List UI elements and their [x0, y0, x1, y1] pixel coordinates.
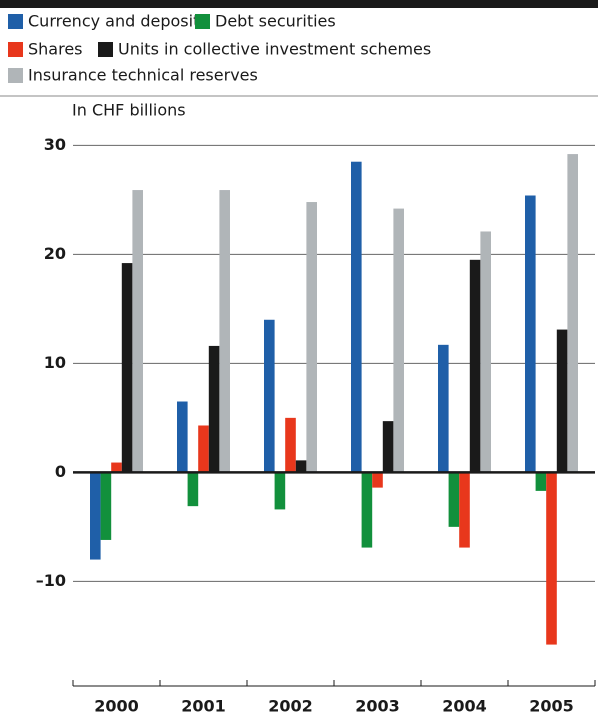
bar	[480, 231, 491, 473]
bar	[525, 195, 536, 473]
y-tick-label: 0	[55, 462, 66, 481]
bar	[111, 462, 122, 473]
bar	[264, 319, 275, 473]
bar	[208, 345, 220, 473]
bar	[306, 202, 317, 473]
x-tick-label: 2003	[355, 697, 400, 716]
legend-label: Currency and deposits	[28, 12, 208, 31]
bar	[121, 263, 133, 473]
bar	[295, 460, 307, 473]
bar	[372, 472, 383, 488]
axis-unit-label: In CHF billions	[72, 101, 186, 120]
bar	[285, 417, 296, 473]
bar	[459, 472, 470, 548]
x-tick-label: 2000	[94, 697, 139, 716]
bar	[567, 154, 578, 473]
y-tick-label: 30	[44, 135, 66, 154]
bar	[177, 401, 188, 473]
legend-swatch	[8, 14, 23, 29]
bar	[219, 190, 230, 473]
legend-label: Units in collective investment schemes	[118, 40, 431, 59]
bar	[393, 208, 404, 473]
y-tick-label: 20	[44, 244, 66, 263]
bar	[546, 472, 557, 645]
legend-label: Shares	[28, 40, 83, 59]
bar	[382, 421, 394, 473]
y-tick-label: 10	[44, 353, 66, 372]
bar	[535, 472, 547, 491]
x-tick-label: 2005	[529, 697, 574, 716]
bar	[448, 472, 460, 527]
top-bar	[0, 0, 598, 8]
legend-swatch	[8, 42, 23, 57]
bar	[198, 425, 209, 473]
legend-label: Debt securities	[215, 12, 336, 31]
bar	[274, 472, 286, 510]
legend-label: Insurance technical reserves	[28, 66, 258, 85]
bar	[556, 329, 568, 473]
bar	[187, 472, 199, 507]
legend-swatch	[8, 68, 23, 83]
legend-swatch	[98, 42, 113, 57]
x-tick-label: 2002	[268, 697, 313, 716]
x-tick-label: 2004	[442, 697, 487, 716]
x-tick-label: 2001	[181, 697, 226, 716]
bar	[469, 259, 481, 473]
bar	[100, 472, 112, 540]
legend-swatch	[195, 14, 210, 29]
bar	[90, 472, 101, 560]
bar	[438, 344, 449, 473]
bar	[132, 190, 143, 473]
bar	[361, 472, 373, 548]
y-tick-label: –10	[36, 571, 66, 590]
bar	[351, 161, 362, 473]
